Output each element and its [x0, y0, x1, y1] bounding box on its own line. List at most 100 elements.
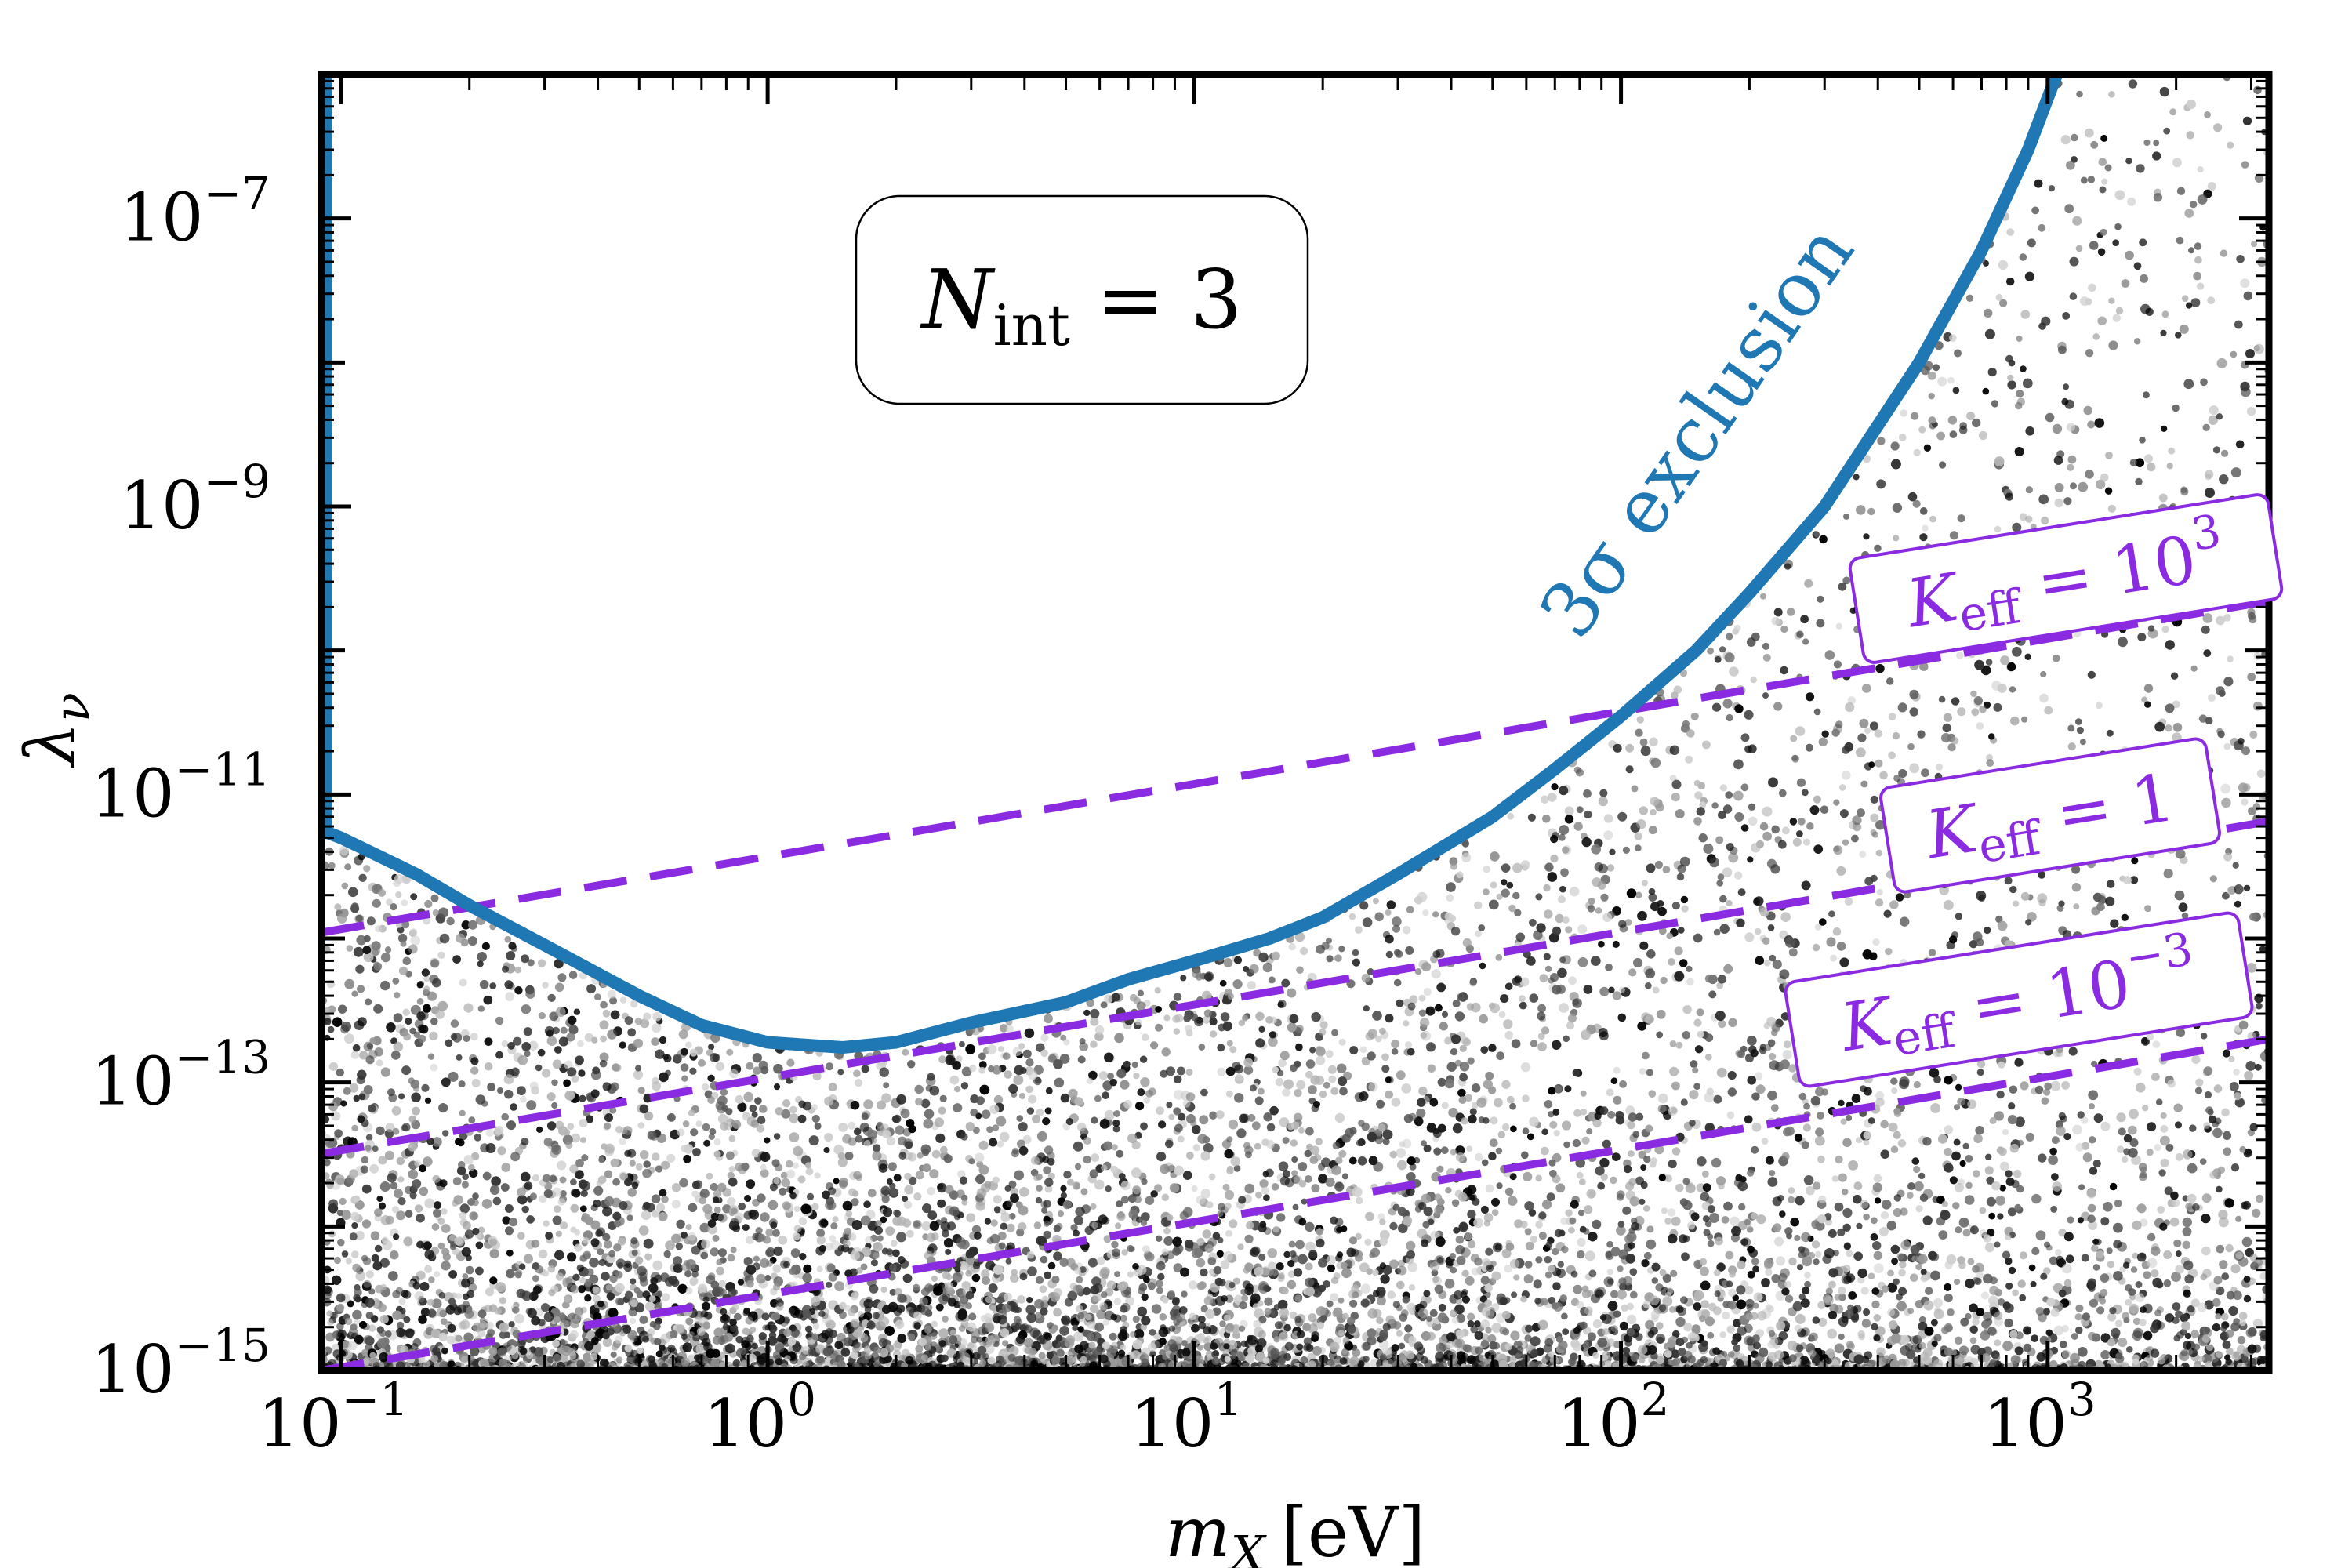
scatter-point	[380, 1283, 387, 1290]
scatter-point	[978, 1066, 986, 1074]
scatter-point	[1053, 1308, 1062, 1317]
scatter-point	[1602, 1139, 1611, 1149]
scatter-point	[2008, 1266, 2016, 1275]
scatter-point	[2038, 1153, 2047, 1163]
scatter-point	[2038, 871, 2046, 879]
scatter-point	[358, 873, 367, 883]
scatter-point	[1889, 900, 1899, 909]
scatter-point	[1360, 1283, 1371, 1294]
scatter-point	[1662, 1296, 1673, 1307]
scatter-point	[652, 1081, 662, 1091]
scatter-point	[1727, 1071, 1737, 1080]
scatter-point	[1622, 1347, 1631, 1355]
scatter-point	[671, 1200, 681, 1209]
scatter-point	[957, 1170, 966, 1178]
scatter-point	[720, 1314, 729, 1322]
scatter-point	[1740, 1176, 1747, 1183]
scatter-point	[1203, 972, 1213, 982]
scatter-point	[1338, 1297, 1345, 1304]
scatter-point	[1564, 1085, 1572, 1093]
scatter-point	[1837, 1228, 1846, 1236]
scatter-point	[1693, 817, 1702, 826]
scatter-point	[1801, 1232, 1811, 1243]
scatter-point	[1406, 1047, 1415, 1056]
scatter-point	[448, 1071, 459, 1082]
scatter-point	[2089, 1136, 2096, 1144]
scatter-point	[1676, 873, 1685, 881]
scatter-point	[682, 1120, 690, 1127]
scatter-point	[552, 1215, 562, 1225]
scatter-point	[595, 1229, 603, 1237]
scatter-point	[504, 935, 512, 943]
scatter-point	[2126, 1346, 2133, 1353]
scatter-point	[361, 1184, 372, 1194]
scatter-point	[1027, 1266, 1037, 1276]
scatter-point	[1467, 1240, 1476, 1249]
scatter-point	[1202, 1015, 1211, 1024]
scatter-point	[2008, 359, 2016, 367]
scatter-point	[1622, 846, 1630, 854]
scatter-point	[1137, 989, 1145, 997]
scatter-point	[746, 1236, 754, 1244]
scatter-point	[2223, 677, 2234, 687]
scatter-point	[497, 1146, 506, 1156]
scatter-point	[1909, 763, 1920, 774]
scatter-point	[344, 978, 355, 989]
scatter-point	[1873, 1263, 1884, 1274]
scatter-point	[1828, 910, 1835, 918]
scatter-point	[1762, 692, 1769, 699]
scatter-point	[2116, 1112, 2126, 1123]
scatter-point	[1895, 893, 1904, 902]
scatter-point	[414, 1204, 423, 1213]
scatter-point	[2020, 310, 2031, 319]
scatter-point	[1913, 448, 1921, 456]
scatter-point	[2175, 1121, 2182, 1129]
scatter-point	[2242, 116, 2252, 125]
scatter-point	[1738, 1203, 1746, 1211]
scatter-point	[1725, 1250, 1734, 1260]
scatter-point	[590, 1220, 601, 1230]
scatter-point	[2182, 1149, 2193, 1160]
scatter-point	[1857, 1268, 1867, 1279]
scatter-point	[2072, 216, 2082, 226]
scatter-point	[1300, 946, 1308, 956]
scatter-point	[2058, 1112, 2066, 1120]
scatter-point	[661, 1160, 670, 1170]
scatter-point	[1984, 1242, 1995, 1253]
scatter-point	[520, 1095, 527, 1103]
scatter-point	[543, 1138, 553, 1147]
scatter-point	[1778, 1330, 1788, 1341]
scatter-point	[2165, 724, 2172, 732]
scatter-point	[1675, 809, 1685, 818]
scatter-point	[1436, 1165, 1444, 1173]
scatter-point	[996, 1140, 1004, 1148]
scatter-point	[537, 1048, 546, 1057]
scatter-point	[1004, 1292, 1012, 1301]
scatter-point	[462, 1221, 471, 1230]
scatter-point	[1063, 1171, 1072, 1179]
scatter-point	[1942, 723, 1951, 733]
scatter-point	[1431, 969, 1441, 979]
scatter-point	[474, 1134, 482, 1142]
scatter-point	[778, 1235, 788, 1245]
scatter-point	[1603, 830, 1613, 840]
scatter-point	[1587, 905, 1595, 913]
scatter-point	[2243, 1294, 2252, 1303]
scatter-point	[1639, 1068, 1646, 1075]
scatter-point	[2063, 1133, 2071, 1141]
scatter-point	[792, 1162, 799, 1169]
scatter-point	[551, 1079, 558, 1087]
scatter-point	[1341, 1173, 1348, 1180]
scatter-point	[2161, 626, 2169, 633]
scatter-point	[981, 1269, 990, 1279]
scatter-point	[1583, 1205, 1593, 1214]
scatter-point	[611, 1343, 619, 1351]
scatter-point	[2121, 913, 2129, 922]
scatter-point	[655, 1165, 663, 1173]
scatter-point	[1365, 1211, 1374, 1221]
scatter-point	[643, 1238, 654, 1249]
scatter-point	[2233, 1290, 2242, 1301]
scatter-point	[521, 954, 529, 964]
scatter-point	[619, 996, 627, 1004]
scatter-point	[1036, 1131, 1047, 1142]
